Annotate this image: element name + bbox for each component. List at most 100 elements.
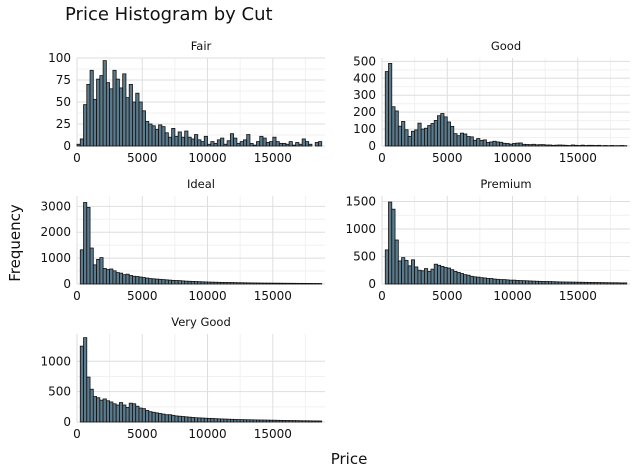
histogram-bar bbox=[265, 419, 270, 423]
histogram-bar bbox=[291, 144, 297, 147]
y-axis-label: Frequency bbox=[6, 204, 24, 282]
histogram-bar bbox=[272, 282, 277, 285]
histogram-bar bbox=[314, 142, 319, 147]
histogram-bar bbox=[86, 84, 91, 147]
histogram-bar bbox=[314, 420, 319, 423]
histogram-bar bbox=[528, 144, 533, 147]
y-tick-label: 50 bbox=[56, 95, 71, 109]
histogram-bar bbox=[486, 278, 491, 285]
x-tick-label: 15000 bbox=[254, 289, 292, 303]
histogram-bar bbox=[518, 280, 523, 285]
histogram-bar bbox=[269, 141, 274, 147]
histogram-bar bbox=[79, 138, 84, 147]
x-tick-label: 15000 bbox=[559, 151, 597, 165]
histogram-bar bbox=[580, 144, 585, 147]
histogram-bar bbox=[505, 143, 510, 147]
histogram-bar bbox=[99, 257, 104, 285]
histogram-bar bbox=[174, 415, 179, 423]
histogram-bar bbox=[318, 420, 323, 423]
histogram-bar bbox=[256, 419, 261, 423]
histogram-bar bbox=[243, 419, 248, 423]
histogram-bar bbox=[450, 125, 455, 147]
facet-panel: 0 5000 10000 15000 0 25 50 75 100 Fair bbox=[48, 39, 325, 165]
histogram-bar bbox=[472, 139, 478, 147]
x-tick-label: 0 bbox=[378, 289, 386, 303]
histogram-bar bbox=[86, 376, 91, 423]
y-tick-label: 500 bbox=[353, 250, 376, 264]
histogram-bar bbox=[148, 411, 153, 423]
histogram-bar bbox=[243, 282, 248, 285]
histogram-bar bbox=[564, 281, 569, 285]
x-tick-label: 15000 bbox=[254, 151, 292, 165]
histogram-bar bbox=[177, 415, 182, 423]
histogram-bar bbox=[181, 416, 186, 423]
histogram-bar bbox=[115, 404, 120, 423]
histogram-bar bbox=[167, 279, 173, 285]
histogram-bar bbox=[275, 282, 280, 285]
histogram-bar bbox=[301, 282, 306, 285]
histogram-bar bbox=[213, 281, 218, 285]
x-tick-label: 15000 bbox=[559, 289, 597, 303]
histogram-bar bbox=[590, 282, 595, 285]
histogram-bar bbox=[577, 145, 582, 147]
histogram-bar bbox=[216, 139, 221, 147]
histogram-bar bbox=[443, 116, 448, 147]
histogram-bar bbox=[466, 274, 471, 285]
x-tick-label: 5000 bbox=[127, 427, 158, 441]
histogram-bar bbox=[89, 69, 94, 147]
histogram-bar bbox=[203, 135, 208, 147]
histogram-bar bbox=[171, 279, 176, 285]
histogram-bar bbox=[430, 123, 435, 147]
histogram-bar bbox=[538, 144, 543, 147]
facet-panel: 0 5000 10000 15000 0 500 1000 Very Good bbox=[40, 315, 325, 441]
histogram-bar bbox=[86, 206, 91, 285]
histogram-bar bbox=[122, 73, 127, 147]
histogram-bar bbox=[278, 282, 283, 285]
histogram-bar bbox=[587, 144, 592, 147]
histogram-bar bbox=[580, 281, 585, 285]
histogram-bar bbox=[145, 277, 150, 285]
histogram-bar bbox=[554, 281, 559, 285]
histogram-bar bbox=[187, 136, 192, 147]
histogram-bar bbox=[167, 136, 173, 147]
y-tick-label: 1000 bbox=[40, 251, 71, 265]
histogram-bar bbox=[278, 142, 283, 147]
histogram-bar bbox=[308, 143, 313, 147]
facet-panel: 0 5000 10000 15000 0 500 1000 1500 Premium bbox=[345, 177, 630, 303]
histogram-bar bbox=[138, 407, 143, 423]
histogram-bar bbox=[99, 75, 104, 147]
histogram-bar bbox=[252, 282, 257, 285]
y-tick-label: 0 bbox=[63, 277, 71, 291]
histogram-bar bbox=[603, 282, 608, 285]
histogram-bar bbox=[171, 414, 176, 423]
histogram-bar bbox=[288, 420, 293, 423]
histogram-bar bbox=[148, 278, 153, 285]
histogram-bar bbox=[132, 403, 137, 423]
histogram-bar bbox=[463, 274, 468, 285]
histogram-bar bbox=[453, 270, 458, 285]
histogram-bar bbox=[151, 278, 156, 285]
histogram-bar bbox=[544, 144, 549, 147]
histogram-bar bbox=[184, 416, 189, 423]
histogram-bar bbox=[453, 133, 458, 147]
histogram-bar bbox=[226, 140, 231, 147]
facet-strip-label: Ideal bbox=[187, 177, 215, 191]
histogram-bar bbox=[285, 282, 290, 285]
histogram-bar bbox=[301, 420, 306, 423]
histogram-bar bbox=[551, 281, 556, 285]
histogram-bar bbox=[125, 273, 130, 285]
histogram-bar bbox=[420, 128, 425, 147]
histogram-bar bbox=[83, 202, 88, 285]
histogram-bar bbox=[291, 282, 297, 285]
histogram-bar bbox=[295, 420, 300, 423]
histogram-bar bbox=[197, 139, 202, 147]
histogram-bar bbox=[89, 247, 94, 285]
histogram-bar bbox=[593, 282, 598, 285]
histogram-bar bbox=[236, 142, 241, 147]
histogram-bar bbox=[79, 249, 84, 285]
histogram-bar bbox=[132, 101, 137, 147]
y-tick-label: 1000 bbox=[40, 354, 71, 368]
histogram-bar bbox=[433, 263, 438, 285]
histogram-bar bbox=[122, 274, 127, 285]
histogram-bar bbox=[518, 142, 523, 147]
